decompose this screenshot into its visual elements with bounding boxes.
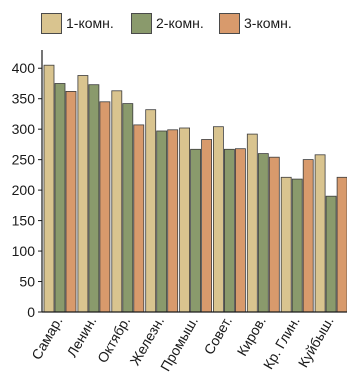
bar-1-3 (111, 90, 123, 313)
x-category-label-6: Совет. (201, 314, 235, 358)
bar-3-8 (302, 159, 314, 313)
bar-3-2 (99, 101, 111, 313)
bar-2-3 (122, 103, 134, 313)
legend-label-3-room: 3-комн. (244, 15, 292, 31)
x-category-label-7: Киров. (234, 314, 269, 359)
bar-1-5 (179, 127, 191, 313)
chart-legend: 1-комн. 2-комн. 3-комн. (41, 13, 341, 37)
bar-2-1 (54, 83, 66, 313)
y-tick-label-0: 0 (27, 304, 35, 320)
bar-2-7 (257, 153, 269, 313)
bar-2-2 (88, 84, 100, 313)
y-tick-label-350: 350 (12, 91, 36, 107)
bar-2-6 (223, 148, 235, 313)
y-tick-label-300: 300 (12, 121, 36, 137)
y-tick-label-250: 250 (12, 152, 36, 168)
x-category-labels: Самар.Ленин.Октябр.Железн.Промыш. Совет.К… (28, 314, 337, 374)
bar-1-1 (43, 64, 55, 313)
x-category-label-2: Ленин. (63, 314, 99, 360)
legend-swatch-2-room (131, 13, 152, 34)
bar-3-7 (268, 156, 280, 313)
y-tick-label-100: 100 (12, 243, 36, 259)
bar-3-9 (336, 176, 347, 313)
bar-3-6 (234, 148, 246, 313)
axes-group (41, 50, 347, 313)
x-category-label-1: Самар. (28, 314, 65, 363)
bar-3-5 (201, 139, 213, 313)
y-tick-label-50: 50 (19, 274, 35, 290)
bar-1-8 (280, 176, 292, 313)
bar-2-5 (190, 148, 202, 313)
bar-2-4 (156, 130, 168, 313)
bar-2-9 (325, 195, 337, 313)
bar-1-4 (145, 109, 157, 313)
legend-label-1-room: 1-комн. (66, 15, 114, 31)
bars-group (43, 64, 347, 313)
bar-1-7 (246, 133, 258, 313)
bar-3-1 (65, 91, 77, 313)
legend-label-2-room: 2-комн. (156, 15, 204, 31)
y-tick-label-200: 200 (12, 182, 36, 198)
bar-1-2 (77, 75, 89, 313)
bar-3-3 (133, 124, 145, 313)
y-tick-label-150: 150 (12, 213, 36, 229)
legend-swatch-3-room (219, 13, 240, 34)
legend-swatch-1-room (41, 13, 62, 34)
y-tick-labels: 0 50 100 150 200 250 300 350 400 (12, 60, 42, 320)
bar-1-9 (314, 154, 326, 313)
bar-2-8 (291, 178, 303, 313)
bar-1-6 (212, 126, 224, 313)
y-tick-label-400: 400 (12, 60, 36, 76)
bar-3-4 (167, 129, 179, 313)
